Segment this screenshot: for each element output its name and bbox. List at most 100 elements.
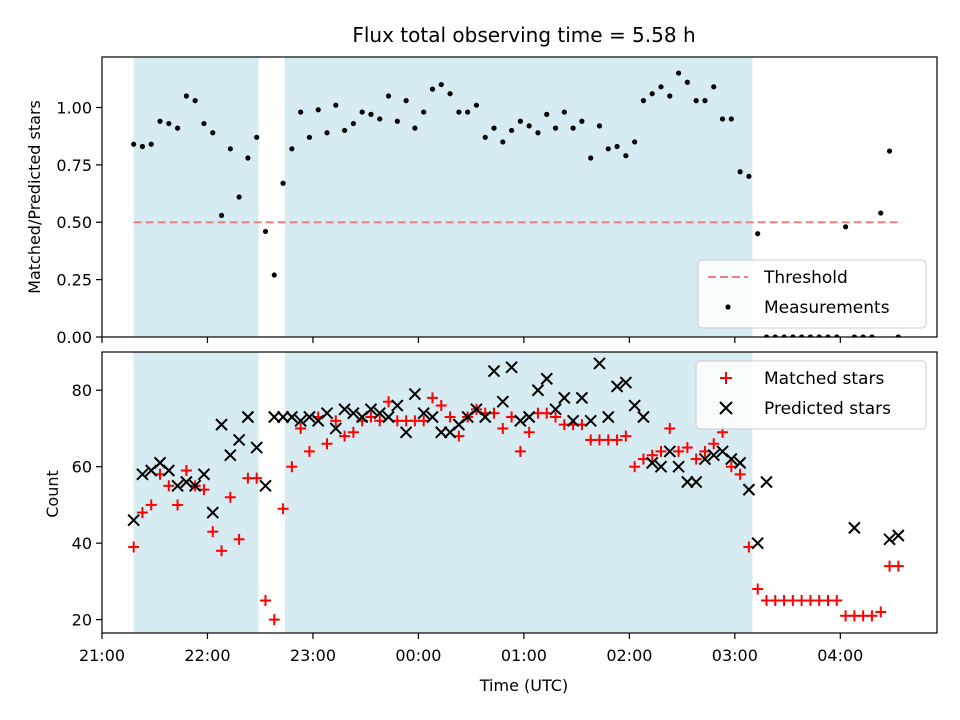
matched-point-20: [303, 445, 315, 457]
measurement-point-22: [324, 130, 330, 136]
measurement-point-50: [570, 125, 576, 131]
measurement-point-74: [781, 334, 787, 337]
y-tick-label-0-2: 0.50: [56, 213, 92, 232]
matched-point-14: [251, 472, 263, 484]
measurement-point-20: [306, 134, 313, 140]
predicted-point-50: [566, 414, 580, 428]
axes-frame-0: [101, 56, 938, 338]
matched-point-84: [866, 610, 878, 622]
predicted-legend-marker: [719, 401, 733, 415]
predicted-point-19: [294, 414, 307, 428]
measurement-point-0: [131, 141, 137, 147]
predicted-point-13: [241, 410, 255, 424]
measurement-point-86: [886, 148, 893, 154]
matched-point-25: [347, 426, 359, 438]
measurement-point-18: [289, 146, 295, 152]
predicted-point-8: [197, 468, 211, 481]
matched-point-45: [523, 426, 535, 438]
measurement-point-54: [605, 146, 611, 152]
measurement-point-85: [878, 210, 884, 216]
measurement-point-2: [148, 141, 154, 147]
measurement-point-58: [640, 98, 647, 104]
predicted-point-1: [136, 468, 149, 481]
measurement-point-45: [526, 123, 532, 129]
measurement-point-81: [842, 224, 849, 230]
measurement-point-19: [298, 109, 304, 115]
measurement-point-25: [350, 120, 356, 127]
predicted-point-22: [320, 406, 334, 420]
measurement-point-68: [728, 116, 734, 122]
predicted-point-48: [549, 403, 562, 416]
matched-point-63: [681, 442, 693, 454]
predicted-point-56: [619, 376, 633, 389]
measurement-point-31: [403, 98, 409, 104]
measurement-point-15: [262, 228, 269, 235]
matched-legend-marker: [720, 372, 732, 384]
predicted-point-59: [646, 456, 659, 470]
predicted-point-6: [180, 475, 193, 489]
measurement-point-87: [895, 334, 901, 337]
predicted-point-30: [391, 399, 404, 412]
matched-point-44: [514, 445, 526, 457]
predicted-point-61: [663, 445, 677, 458]
matched-point-57: [629, 461, 641, 473]
predicted-point-17: [276, 410, 290, 424]
measurement-point-27: [368, 111, 374, 117]
matched-point-55: [611, 434, 623, 446]
measurement-point-48: [552, 125, 559, 131]
predicted-point-54: [602, 410, 615, 424]
measurement-point-49: [561, 109, 567, 115]
x-tick-label-5: 02:00: [606, 646, 652, 665]
matched-point-35: [435, 400, 447, 412]
measurement-point-1: [139, 143, 146, 150]
matched-point-18: [286, 461, 298, 473]
predicted-point-45: [522, 410, 536, 424]
measurement-point-11: [227, 146, 233, 152]
matched-point-34: [426, 392, 438, 404]
top-panel: 0.00 0.25 0.50 0.75 1.00: [56, 56, 938, 347]
predicted-point-14: [250, 441, 263, 454]
predicted-point-40: [479, 410, 492, 424]
bottom-panel: 20 40 60 80 21:00 22:00 23:00 00:00 01:00 02:00 03…: [72, 351, 938, 665]
predicted-point-12: [232, 433, 246, 447]
matched-point-61: [664, 422, 676, 434]
measurement-point-66: [711, 84, 717, 90]
x-tick-label-2: 23:00: [290, 646, 336, 665]
matched-point-66: [708, 438, 720, 450]
predicted-point-74: [883, 533, 896, 546]
measurement-point-17: [280, 180, 286, 186]
matched-point-4: [163, 480, 175, 492]
measurement-point-5: [174, 125, 181, 131]
measurement-point-83: [860, 334, 866, 337]
matched-point-69: [734, 468, 746, 480]
measurement-point-60: [658, 84, 664, 90]
measurement-point-12: [236, 194, 242, 200]
matched-point-1: [136, 507, 148, 519]
matched-point-64: [690, 453, 702, 465]
measurement-point-57: [632, 139, 638, 145]
predicted-point-72: [760, 475, 773, 489]
top-legend: Threshold Measurements: [697, 259, 927, 329]
matched-point-56: [620, 430, 632, 442]
measurement-point-9: [210, 130, 216, 136]
x-tick-label-6: 03:00: [712, 646, 758, 665]
predicted-point-10: [215, 418, 228, 431]
predicted-point-27: [364, 403, 378, 416]
measurement-point-62: [675, 70, 682, 76]
measurement-point-77: [807, 334, 814, 337]
matched-point-80: [831, 595, 843, 607]
predicted-point-53: [593, 357, 606, 370]
predicted-point-52: [584, 414, 597, 428]
measurement-point-38: [465, 109, 471, 115]
matched-point-2: [145, 499, 157, 511]
predicted-point-34: [426, 410, 439, 424]
y-tick-label-0-4: 1.00: [56, 98, 92, 117]
measurement-point-32: [412, 125, 418, 131]
measurement-point-7: [192, 98, 198, 104]
measurements-legend-marker: [725, 304, 731, 310]
measurement-point-51: [579, 118, 585, 124]
legend-threshold-label: Threshold: [763, 268, 848, 288]
measurement-point-28: [377, 116, 383, 122]
measurement-point-8: [201, 120, 207, 127]
predicted-point-68: [725, 452, 738, 466]
